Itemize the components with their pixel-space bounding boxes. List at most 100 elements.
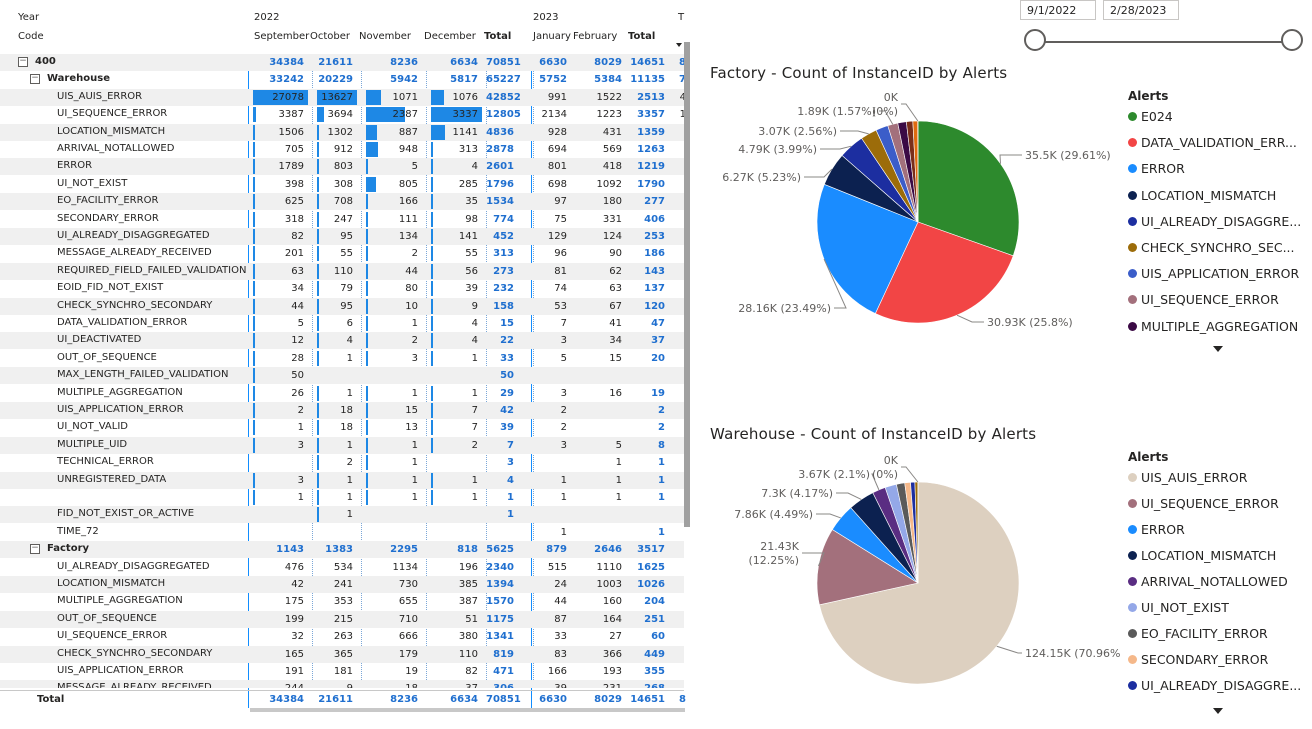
table-cell[interactable]: 1 xyxy=(471,387,478,399)
table-cell[interactable]: 241 xyxy=(333,579,353,590)
table-cell[interactable] xyxy=(673,524,684,541)
table-cell[interactable] xyxy=(673,628,684,645)
table-cell[interactable] xyxy=(673,611,684,628)
table-cell[interactable]: 22 xyxy=(500,335,514,347)
table-cell[interactable] xyxy=(533,367,571,384)
table-cell[interactable]: 4 xyxy=(679,91,684,103)
table-cell[interactable]: 1219 xyxy=(637,161,665,173)
table-cell[interactable]: 803 xyxy=(333,161,353,173)
table-cell[interactable] xyxy=(673,385,684,402)
table-cell[interactable]: 398 xyxy=(284,178,304,190)
table-cell[interactable]: 120 xyxy=(644,300,665,312)
table-cell[interactable] xyxy=(575,524,626,541)
table-cell[interactable]: 12 xyxy=(291,335,304,347)
table-cell[interactable]: 2340 xyxy=(486,561,514,573)
table-cell[interactable]: 819 xyxy=(493,648,514,660)
group-row[interactable]: − Warehouse 33242 20229 5942 5817 65227 5752 538… xyxy=(0,71,684,88)
table-cell[interactable]: 774 xyxy=(493,213,514,225)
table-cell[interactable]: 87 xyxy=(554,613,567,625)
table-cell[interactable] xyxy=(575,402,626,419)
table-cell[interactable]: 1175 xyxy=(486,613,514,625)
table-row[interactable]: LOCATION_MISMATCH 42 241 730 385 1394 24 1003 10… xyxy=(0,576,684,593)
table-row[interactable]: UI_ALREADY_DISAGGREGATED 82 95 134 141 452 129… xyxy=(0,228,684,245)
table-cell[interactable]: 65227 xyxy=(486,74,521,86)
table-cell[interactable]: 2646 xyxy=(594,544,622,556)
table-cell[interactable]: 55 xyxy=(340,248,353,260)
factory-legend-more-icon[interactable] xyxy=(1213,346,1223,352)
table-cell[interactable]: 42 xyxy=(291,579,304,590)
table-cell[interactable]: 666 xyxy=(398,631,418,643)
table-cell[interactable]: 24 xyxy=(554,579,567,590)
legend-item[interactable]: LOCATION_MISMATCH xyxy=(1128,188,1276,206)
table-cell[interactable]: 1506 xyxy=(278,126,304,138)
grand-total-cell[interactable]: 34384 xyxy=(269,694,304,705)
table-cell[interactable]: 1 xyxy=(411,318,418,329)
column-header[interactable]: January xyxy=(533,31,571,42)
table-row[interactable]: ARRIVAL_NOTALLOWED 705 912 948 313 2878 694 569… xyxy=(0,141,684,158)
table-cell[interactable]: 1359 xyxy=(637,126,665,138)
table-cell[interactable]: 948 xyxy=(398,144,418,155)
table-row[interactable]: EOID_FID_NOT_EXIST 34 79 80 39 232 74 63 137 xyxy=(0,280,684,297)
grand-total-cell[interactable]: 6634 xyxy=(450,694,478,705)
year-header-2023[interactable]: 2023 xyxy=(533,12,559,23)
table-cell[interactable]: 277 xyxy=(644,196,665,208)
table-cell[interactable]: 431 xyxy=(602,126,622,138)
table-cell[interactable]: 82 xyxy=(465,666,478,677)
table-cell[interactable]: 15 xyxy=(609,352,622,364)
table-cell[interactable] xyxy=(673,680,684,688)
table-cell[interactable]: 1 xyxy=(297,492,304,503)
table-cell[interactable]: 1 xyxy=(411,492,418,503)
table-cell[interactable] xyxy=(426,506,482,523)
table-row[interactable]: ERROR 1789 803 5 4 2601 801 418 1219 xyxy=(0,158,684,176)
table-cell[interactable]: 33242 xyxy=(269,74,304,86)
table-cell[interactable]: 83 xyxy=(554,648,567,660)
table-cell[interactable]: 5 xyxy=(297,318,304,329)
table-cell[interactable]: 111 xyxy=(398,213,418,225)
table-cell[interactable]: 191 xyxy=(284,666,304,677)
table-cell[interactable]: 1 xyxy=(615,492,622,503)
grand-total-cell[interactable]: 8236 xyxy=(390,694,418,705)
table-cell[interactable]: 181 xyxy=(333,666,353,677)
table-cell[interactable]: 1 xyxy=(471,474,478,486)
table-cell[interactable]: 253 xyxy=(644,231,665,242)
table-cell[interactable]: 141 xyxy=(458,231,478,242)
table-cell[interactable] xyxy=(426,524,482,541)
table-cell[interactable]: 1 xyxy=(411,474,418,486)
table-cell[interactable] xyxy=(673,576,684,593)
table-cell[interactable]: 2134 xyxy=(541,109,567,121)
table-cell[interactable]: 44 xyxy=(554,596,567,608)
table-cell[interactable]: 1 xyxy=(615,457,622,469)
table-cell[interactable]: 70851 xyxy=(486,57,521,68)
table-cell[interactable]: 8 xyxy=(658,439,665,451)
table-cell[interactable]: 1 xyxy=(560,492,567,503)
table-cell[interactable]: 1134 xyxy=(392,561,418,573)
table-cell[interactable]: 14651 xyxy=(630,57,665,68)
table-cell[interactable]: 186 xyxy=(644,248,665,260)
table-cell[interactable]: 244 xyxy=(248,680,308,688)
table-cell[interactable]: 569 xyxy=(602,144,622,155)
table-cell[interactable]: 1789 xyxy=(278,161,304,173)
table-row[interactable]: UI_NOT_EXIST 398 308 805 285 1796 698 1092 1790 xyxy=(0,176,684,193)
table-cell[interactable]: 1394 xyxy=(486,579,514,590)
table-cell[interactable]: 3387 xyxy=(278,109,304,121)
legend-item[interactable]: UI_SEQUENCE_ERROR xyxy=(1128,292,1279,310)
matrix-vertical-scrollbar[interactable] xyxy=(684,42,690,527)
table-row[interactable]: MAX_LENGTH_FAILED_VALIDATION 50 50 xyxy=(0,367,684,385)
table-cell[interactable]: 164 xyxy=(602,613,622,625)
table-cell[interactable]: 75 xyxy=(554,213,567,225)
table-row[interactable]: CHECK_SYNCHRO_SECONDARY 44 95 10 9 158 53 67 120 xyxy=(0,297,684,315)
legend-item[interactable]: DATA_VALIDATION_ERR... xyxy=(1128,135,1297,153)
table-cell[interactable] xyxy=(361,506,422,523)
table-cell[interactable]: 452 xyxy=(493,231,514,242)
table-row[interactable]: CHECK_SYNCHRO_SECONDARY 165 365 179 110 819 83… xyxy=(0,645,684,663)
table-cell[interactable]: 193 xyxy=(602,666,622,677)
table-cell[interactable]: 63 xyxy=(609,283,622,295)
legend-item[interactable]: UI_ALREADY_DISAGGRE... xyxy=(1128,678,1301,696)
table-cell[interactable]: 26 xyxy=(291,387,304,399)
table-cell[interactable]: 655 xyxy=(398,596,418,608)
table-cell[interactable]: 730 xyxy=(398,579,418,590)
table-cell[interactable]: 6 xyxy=(346,318,353,329)
table-cell[interactable]: 28 xyxy=(291,352,304,364)
table-cell[interactable]: 912 xyxy=(333,144,353,155)
column-header[interactable]: February xyxy=(573,31,618,42)
